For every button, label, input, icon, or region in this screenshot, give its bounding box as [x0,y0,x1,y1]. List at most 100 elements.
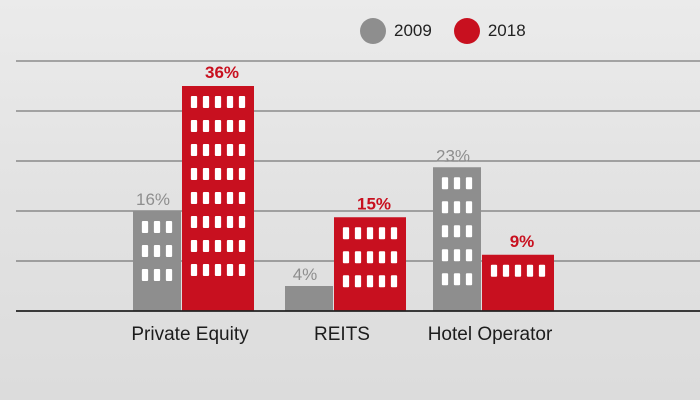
category-label-hotel-operator: Hotel Operator [428,324,553,345]
bar-2018-private-equity-window [238,192,246,204]
legend-label-2009: 2009 [394,21,432,40]
bar-2018-reits-window [354,251,362,264]
data-label-2009-private-equity: 16% [136,190,170,209]
bar-2018-private-equity-window [190,192,198,204]
bar-2018-private-equity-window [190,168,198,180]
bar-2018-reits-window [390,275,398,288]
data-label-2009-hotel-operator: 23% [436,146,470,165]
bar-2009-hotel-operator-window [465,249,473,262]
bar-2009-private-equity-window [165,221,173,233]
bar-2018-private-equity-window [238,216,246,228]
bar-2018-private-equity-window [190,264,198,276]
bar-2018-private-equity-window [214,120,222,132]
bar-2009-hotel-operator-window [465,225,473,238]
bar-2018-private-equity-window [238,240,246,252]
bar-2018-reits-window [342,275,350,288]
bar-2009-private-equity-window [141,245,149,257]
bar-2009-private-equity-window [165,245,173,257]
bar-2009-hotel-operator-window [453,225,461,238]
bar-2018-private-equity-window [190,120,198,132]
bar-2018-private-equity-window [238,264,246,276]
bar-2018-private-equity-window [214,216,222,228]
bar-2009-hotel-operator-window [453,201,461,214]
bar-2018-reits-window [366,251,374,264]
bar-2018-private-equity-window [226,144,234,156]
legend-label-2018: 2018 [487,21,526,40]
bar-2009-hotel-operator-window [453,177,461,190]
bar-2018-private-equity-window [226,96,234,108]
bar-2018-reits-window [366,227,374,240]
bar-2018-private-equity-window [226,168,234,180]
legend-item-2018: 2018 [453,18,526,44]
bar-2018-reits-window [354,227,362,240]
bar-2009-private-equity-window [141,221,149,233]
bar-2018-private-equity-window [226,120,234,132]
bar-2009-hotel-operator-window [441,273,449,286]
data-label-2018-reits: 15% [357,194,391,213]
category-label-private-equity: Private Equity [131,324,249,345]
bar-2009-private-equity-window [141,269,149,281]
bar-2018-reits-window [390,227,398,240]
data-label-2009-reits: 4% [293,265,318,284]
bar-2009-private-equity-window [165,269,173,281]
bar-2018-private-equity-window [238,168,246,180]
bar-2018-private-equity-window [226,264,234,276]
bar-2018-reits-window [378,275,386,288]
bar-2009-reits [285,286,333,311]
bar-2018-private-equity-window [226,240,234,252]
bar-2018-hotel-operator-window [526,264,534,277]
bar-2009-hotel-operator-window [441,225,449,238]
data-label-2018-private-equity: 36% [205,63,239,82]
legend-swatch-2018 [453,18,480,44]
bar-2018-private-equity-window [202,264,210,276]
bar-2018-reits-window [354,275,362,288]
bar-2018-hotel-operator-window [502,264,510,277]
bar-2018-reits-window [390,251,398,264]
bar-2018-reits-window [366,275,374,288]
bar-2018-reits-window [378,251,386,264]
bar-2018-private-equity-window [214,240,222,252]
bar-2018-private-equity-window [214,168,222,180]
bar-2018-private-equity-window [238,144,246,156]
bar-2009-hotel-operator-window [441,201,449,214]
bar-2018-private-equity-window [238,120,246,132]
bar-2009-hotel-operator-window [453,273,461,286]
bar-2018-private-equity-window [190,144,198,156]
bar-2018-private-equity-window [202,216,210,228]
bar-2009-private-equity-window [153,245,161,257]
bar-2018-private-equity-window [202,144,210,156]
bar-2018-private-equity-window [226,216,234,228]
bar-2018-hotel-operator-window [514,264,522,277]
bar-2009-hotel-operator-window [441,249,449,262]
bar-2009-private-equity-window [153,269,161,281]
legend-swatch-2009 [360,18,386,44]
bar-2018-private-equity-window [202,120,210,132]
bar-2018-private-equity-window [202,192,210,204]
bar-2009-hotel-operator-window [441,177,449,190]
bar-2018-private-equity-window [214,264,222,276]
bar-2018-private-equity-window [190,96,198,108]
bar-2018-reits-window [342,227,350,240]
bar-2009-hotel-operator-window [465,273,473,286]
bar-2018-hotel-operator-window [538,264,546,277]
bar-2018-private-equity-window [214,192,222,204]
bar-2009-hotel-operator-window [465,201,473,214]
bar-2018-private-equity-window [202,96,210,108]
bar-2018-private-equity-window [226,192,234,204]
bar-2009-private-equity-window [153,221,161,233]
data-label-2018-hotel-operator: 9% [510,232,535,251]
bar-2018-reits-window [342,251,350,264]
bar-2009-hotel-operator-window [465,177,473,190]
bar-2018-private-equity-window [238,96,246,108]
bar-2018-private-equity-window [214,144,222,156]
bar-2018-hotel-operator-window [490,264,498,277]
bar-2018-private-equity-window [202,240,210,252]
bar-2009-hotel-operator [433,167,481,311]
bar-2018-hotel-operator [482,254,554,311]
bar-2018-private-equity-window [214,96,222,108]
bar-2018-private-equity-window [202,168,210,180]
bar-2018-private-equity-window [190,240,198,252]
chart-legend: 2009 2018 [360,18,548,44]
